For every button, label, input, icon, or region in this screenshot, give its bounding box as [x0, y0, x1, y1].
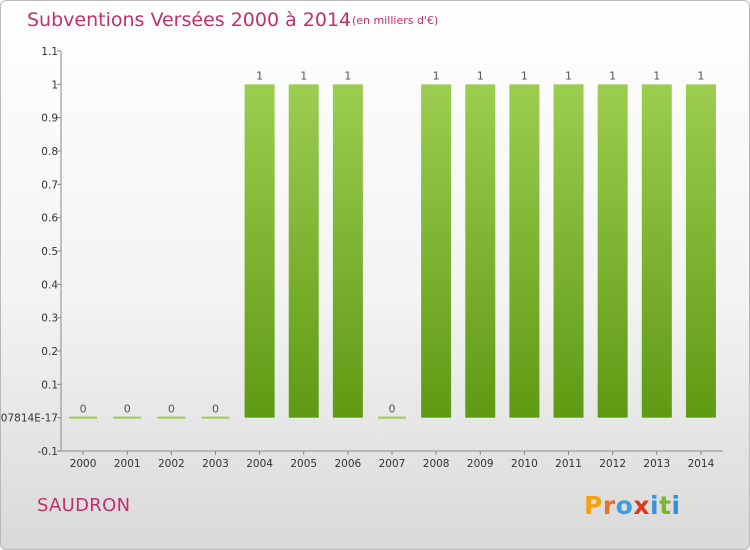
y-tick-label: 0.8	[41, 146, 58, 158]
data-label-2011: 1	[565, 69, 572, 82]
bar-2004	[244, 84, 275, 418]
x-tick-label-2002: 2002	[158, 458, 185, 470]
x-tick-label-2003: 2003	[202, 458, 229, 470]
y-tick-label: 0.1	[41, 379, 58, 391]
bars: 0 0 0 0 1 1 1 0 1 1 1 1 1 1 1	[69, 69, 716, 419]
y-tick-label: 0.3	[41, 313, 58, 325]
x-tick-label-2011: 2011	[555, 458, 582, 470]
logo-letter: x	[633, 491, 650, 520]
chart-subtitle: (en milliers d'€)	[352, 14, 439, 27]
bar-2014	[685, 84, 716, 418]
y-tick-label: 1	[51, 79, 58, 91]
x-tick-label-2000: 2000	[70, 458, 97, 470]
y-tick-label: 0.6	[41, 213, 58, 225]
y-tick-label: 0.2	[41, 346, 58, 358]
y-tick-label: 1.1	[41, 46, 58, 58]
x-tick-label-2012: 2012	[599, 458, 626, 470]
data-label-2000: 0	[80, 403, 87, 416]
bar-2003	[201, 416, 230, 419]
logo-letter: o	[615, 491, 634, 520]
proxiti-logo[interactable]: Proxiti	[584, 491, 681, 520]
bar-2012	[597, 84, 628, 418]
commune-name: SAUDRON	[37, 495, 131, 516]
bar-2008	[421, 84, 452, 418]
y-tick-label: 0.4	[41, 279, 58, 291]
x-tick-label-2014: 2014	[688, 458, 715, 470]
logo-letter: t	[659, 491, 672, 520]
data-label-2003: 0	[212, 403, 219, 416]
data-label-2006: 1	[344, 69, 351, 82]
y-tick-label: 0.7	[41, 179, 58, 191]
x-tick-label-2005: 2005	[290, 458, 317, 470]
y-tick-label: 1.3877787807814E-17	[1, 413, 58, 425]
data-label-2009: 1	[477, 69, 484, 82]
y-tick-label: -0.1	[38, 446, 59, 458]
x-axis-ticks: 2000 2001 2002 2003 2004 2005 2006 2007 2008 2009…	[70, 451, 715, 470]
bar-2007	[378, 416, 406, 419]
logo-letter: P	[584, 491, 603, 520]
data-label-2004: 1	[256, 69, 263, 82]
x-tick-label-2009: 2009	[467, 458, 494, 470]
bar-2011	[553, 84, 584, 418]
bar-2000	[69, 416, 98, 419]
data-label-2010: 1	[521, 69, 528, 82]
data-label-2008: 1	[433, 69, 440, 82]
data-label-2013: 1	[653, 69, 660, 82]
data-label-2012: 1	[609, 69, 616, 82]
x-tick-label-2013: 2013	[643, 458, 670, 470]
logo-letter: i	[650, 491, 660, 520]
y-axis-ticks: -0.1 1.3877787807814E-17 0.1 0.2 0.3 0.4 0.5 0.…	[1, 46, 58, 458]
bar-2001	[113, 416, 142, 419]
x-tick-label-2001: 2001	[114, 458, 141, 470]
x-tick-label-2007: 2007	[379, 458, 406, 470]
data-label-2014: 1	[697, 69, 704, 82]
x-tick-label-2008: 2008	[423, 458, 450, 470]
bar-2005	[288, 84, 319, 418]
x-tick-label-2010: 2010	[511, 458, 538, 470]
data-label-2007: 0	[389, 403, 396, 416]
bar-2006	[332, 84, 363, 418]
x-tick-label-2004: 2004	[246, 458, 273, 470]
logo-letter: r	[602, 491, 616, 520]
y-tick-label: 0.5	[41, 246, 58, 258]
chart-title: Subventions Versées 2000 à 2014	[27, 9, 352, 31]
bar-2010	[509, 84, 540, 418]
y-tick-label: 0.9	[41, 113, 58, 125]
bar-2013	[641, 84, 672, 418]
x-tick-label-2006: 2006	[334, 458, 361, 470]
bar-2002	[157, 416, 186, 419]
data-label-2001: 0	[124, 403, 131, 416]
bar-2009	[465, 84, 496, 418]
logo-letter: i	[671, 491, 681, 520]
data-label-2005: 1	[300, 69, 307, 82]
data-label-2002: 0	[168, 403, 175, 416]
